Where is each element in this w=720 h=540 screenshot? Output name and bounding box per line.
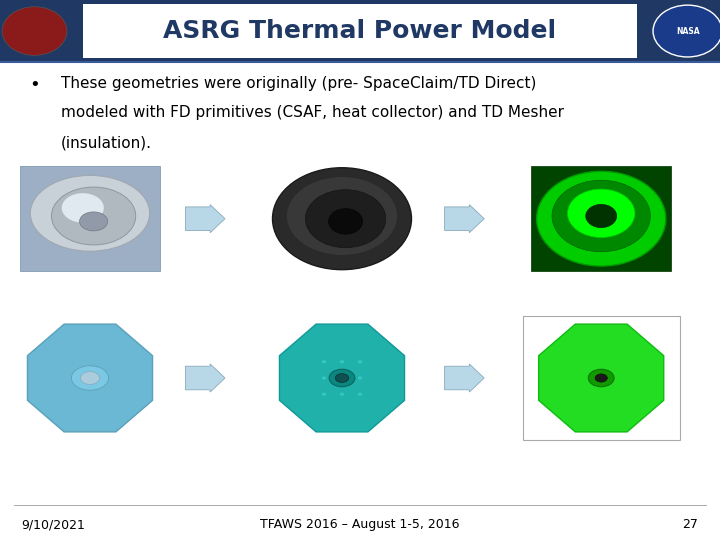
Ellipse shape bbox=[287, 177, 397, 255]
Circle shape bbox=[358, 360, 362, 363]
Ellipse shape bbox=[536, 171, 666, 266]
Text: NASA: NASA bbox=[676, 26, 699, 36]
Text: 9/10/2021: 9/10/2021 bbox=[22, 518, 86, 531]
Circle shape bbox=[322, 360, 326, 363]
Polygon shape bbox=[445, 205, 484, 233]
Ellipse shape bbox=[272, 168, 412, 269]
Ellipse shape bbox=[595, 374, 607, 382]
Ellipse shape bbox=[79, 212, 108, 231]
Text: These geometries were originally (pre- SpaceClaim/TD Direct): These geometries were originally (pre- S… bbox=[61, 76, 536, 91]
Text: (insulation).: (insulation). bbox=[61, 135, 152, 150]
FancyBboxPatch shape bbox=[19, 166, 160, 271]
Ellipse shape bbox=[567, 189, 635, 238]
FancyBboxPatch shape bbox=[531, 166, 671, 271]
Polygon shape bbox=[445, 364, 484, 392]
Circle shape bbox=[322, 376, 326, 380]
Ellipse shape bbox=[586, 205, 616, 227]
Ellipse shape bbox=[329, 369, 355, 387]
Polygon shape bbox=[185, 205, 225, 233]
Ellipse shape bbox=[276, 222, 408, 242]
Text: TFAWS 2016 – August 1-5, 2016: TFAWS 2016 – August 1-5, 2016 bbox=[260, 518, 460, 531]
Ellipse shape bbox=[71, 366, 109, 390]
Ellipse shape bbox=[305, 190, 386, 248]
Ellipse shape bbox=[552, 180, 650, 252]
Circle shape bbox=[340, 376, 344, 380]
FancyBboxPatch shape bbox=[0, 0, 720, 62]
Circle shape bbox=[2, 6, 67, 56]
Ellipse shape bbox=[62, 193, 104, 222]
FancyBboxPatch shape bbox=[83, 4, 637, 58]
Circle shape bbox=[358, 376, 362, 380]
Text: ASRG Thermal Power Model: ASRG Thermal Power Model bbox=[163, 19, 557, 43]
FancyBboxPatch shape bbox=[523, 315, 680, 441]
Text: modeled with FD primitives (CSAF, heat collector) and TD Mesher: modeled with FD primitives (CSAF, heat c… bbox=[61, 105, 564, 120]
Circle shape bbox=[322, 393, 326, 396]
Text: •: • bbox=[29, 76, 40, 93]
Ellipse shape bbox=[30, 176, 150, 251]
Ellipse shape bbox=[328, 208, 363, 234]
Circle shape bbox=[340, 393, 344, 396]
Ellipse shape bbox=[336, 374, 348, 382]
Ellipse shape bbox=[81, 372, 99, 384]
Text: 27: 27 bbox=[683, 518, 698, 531]
Ellipse shape bbox=[52, 187, 135, 245]
Polygon shape bbox=[279, 324, 405, 432]
Circle shape bbox=[358, 393, 362, 396]
Polygon shape bbox=[27, 324, 153, 432]
Polygon shape bbox=[185, 364, 225, 392]
Polygon shape bbox=[539, 324, 664, 432]
Circle shape bbox=[340, 360, 344, 363]
Ellipse shape bbox=[588, 369, 614, 387]
Circle shape bbox=[653, 5, 720, 57]
